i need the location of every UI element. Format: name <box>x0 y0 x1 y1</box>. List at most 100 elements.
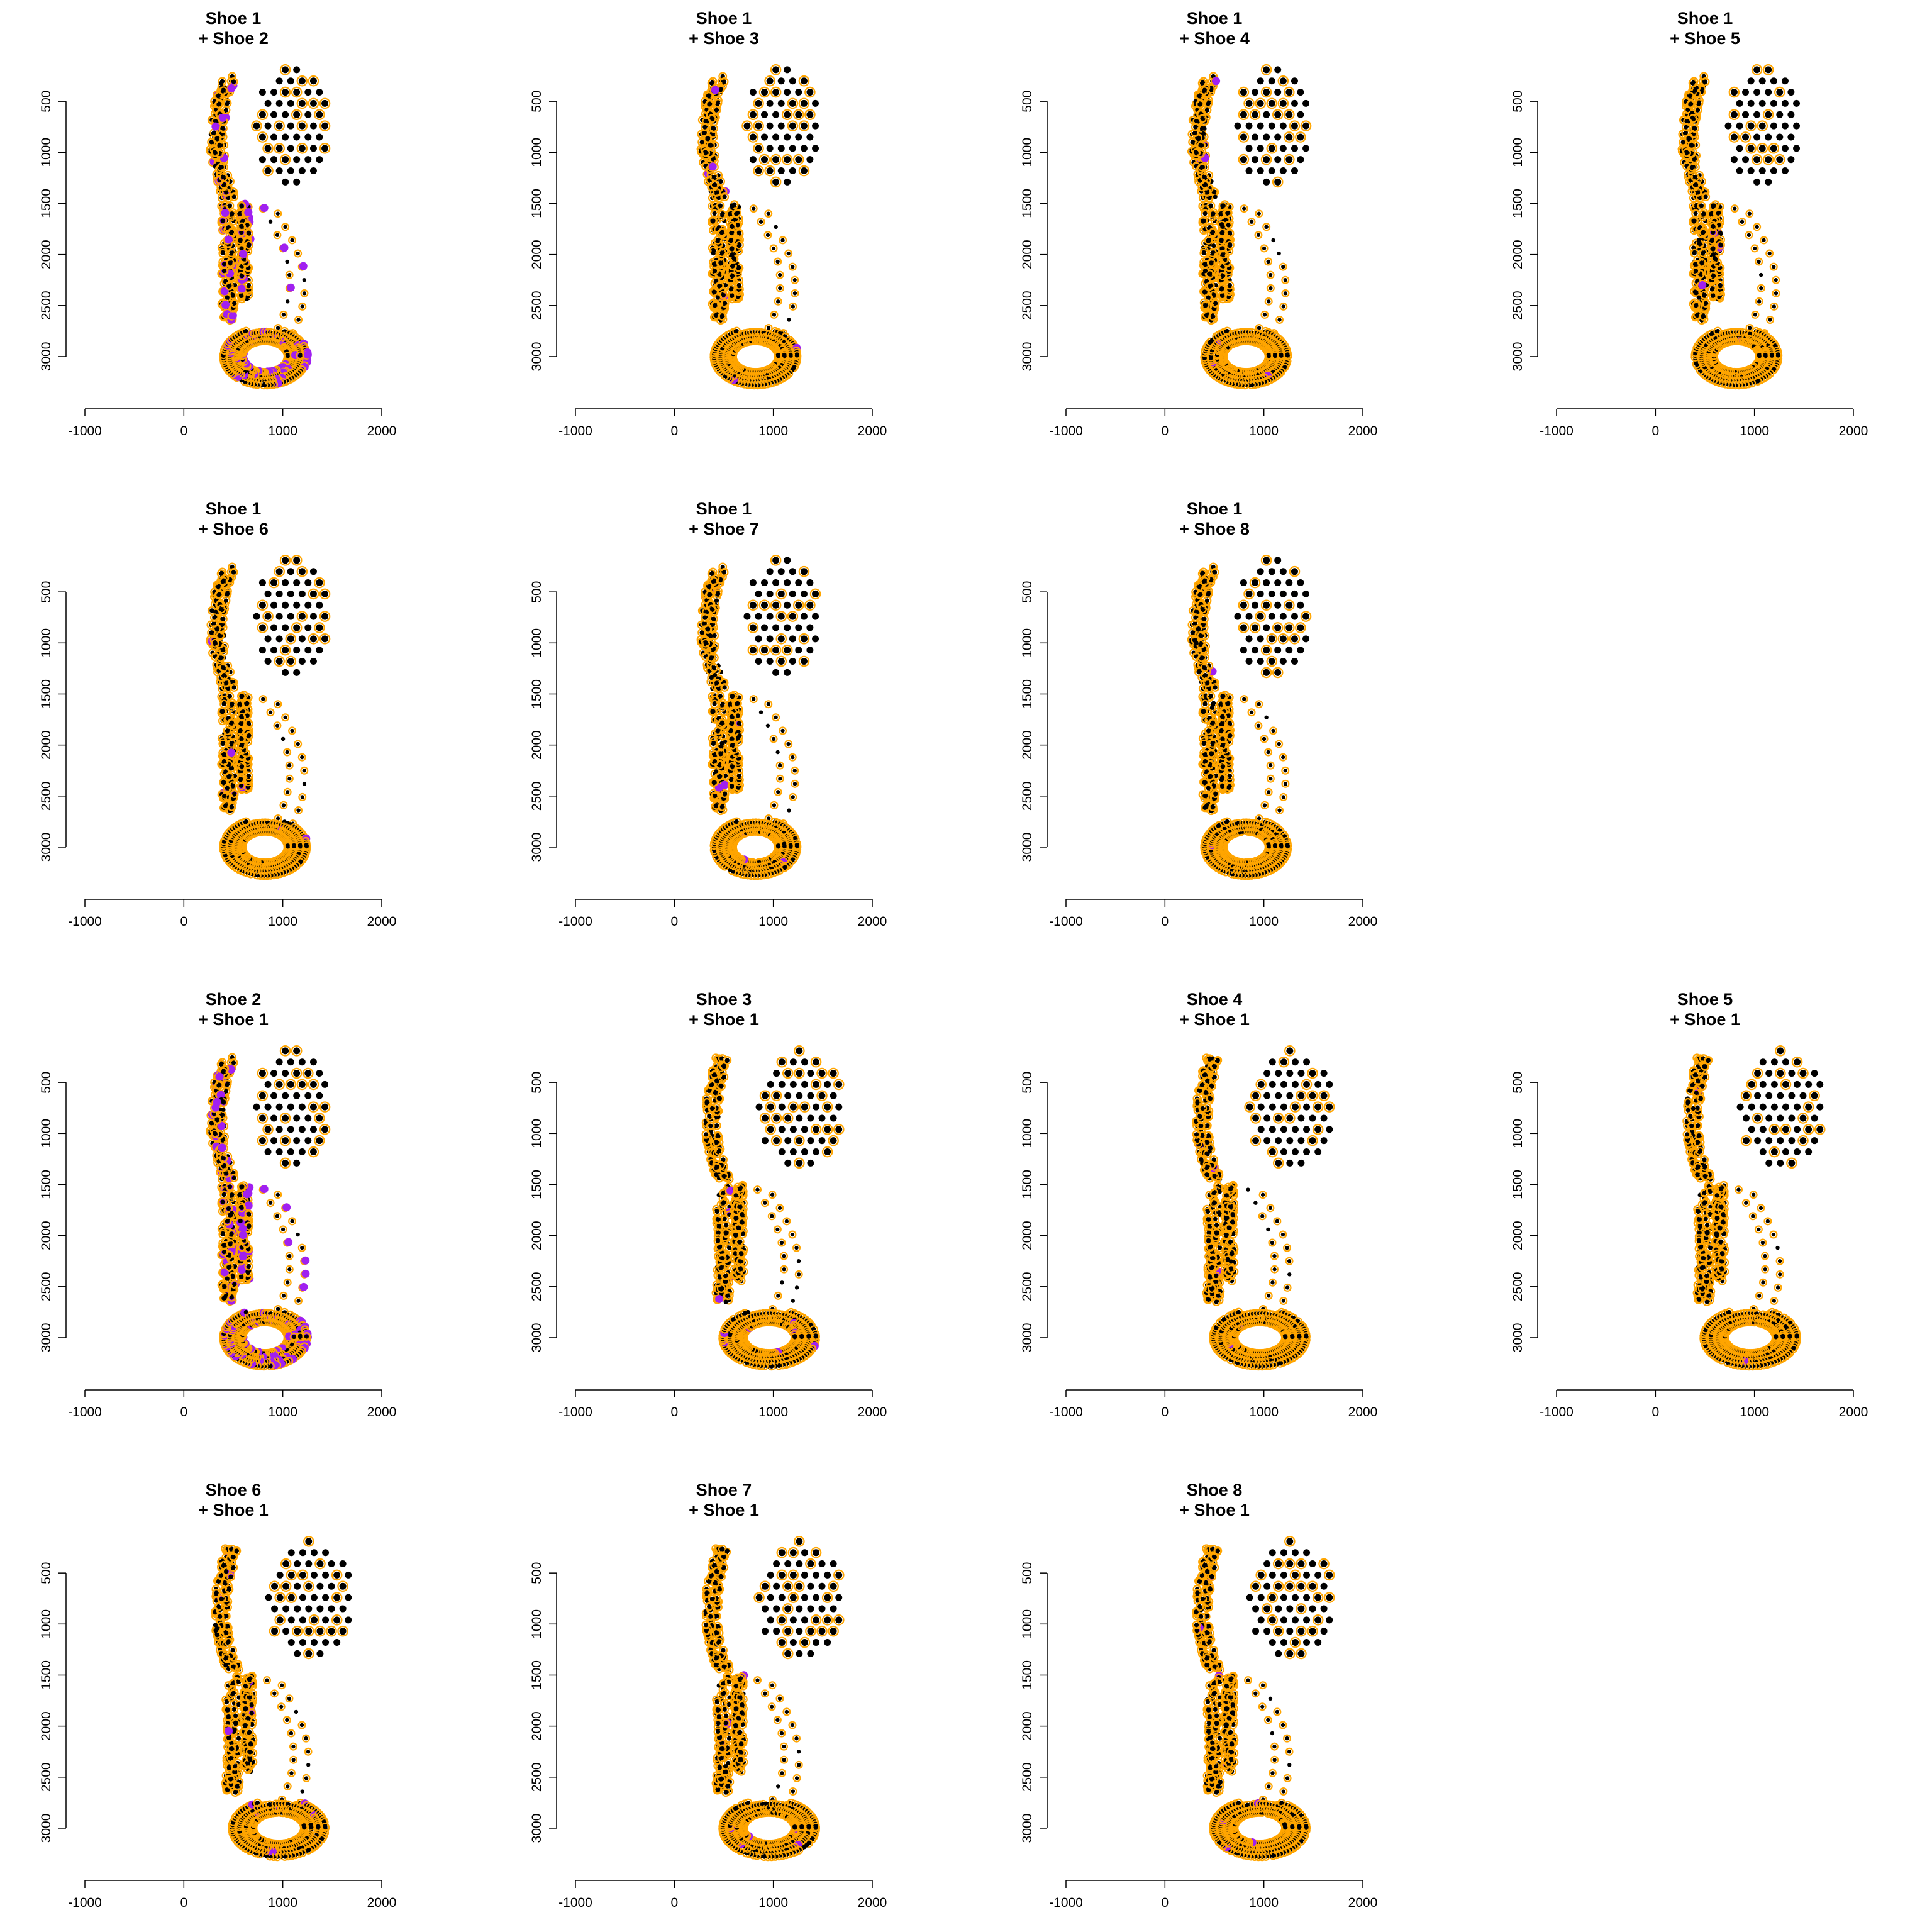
sole-point <box>282 111 289 118</box>
sole-point <box>1240 89 1247 96</box>
sole-point <box>1240 133 1247 140</box>
y-tick-label: 1500 <box>1020 189 1035 218</box>
sole-point <box>1285 133 1292 140</box>
sole-point <box>247 231 251 235</box>
sole-point <box>729 238 733 242</box>
sole-point <box>806 111 813 118</box>
sole-point <box>775 260 779 264</box>
sole-point <box>1748 123 1755 130</box>
highlight-point <box>1212 77 1220 85</box>
sole-point <box>1770 145 1777 152</box>
sole-point <box>704 150 708 155</box>
sole-point <box>286 299 289 303</box>
sole-point <box>1264 225 1268 229</box>
x-tick-label: 2000 <box>367 424 397 438</box>
y-tick-label: 1500 <box>1511 189 1525 218</box>
sole-point <box>1690 165 1695 169</box>
y-tick-label: 3000 <box>1020 342 1035 372</box>
sole-point <box>1765 66 1772 73</box>
sole-point <box>224 108 228 113</box>
panel-title-line1: Shoe 1 <box>696 9 752 28</box>
sole-point <box>1291 77 1298 84</box>
sole-point <box>1257 145 1264 152</box>
sole-point <box>737 243 741 247</box>
sole-point <box>801 77 808 84</box>
sole-point <box>1202 211 1207 216</box>
sole-point <box>287 145 294 152</box>
sole-point <box>1269 286 1272 290</box>
sole-point <box>699 140 704 144</box>
sole-point <box>1202 251 1206 255</box>
sole-point <box>1220 246 1224 250</box>
sole-point <box>1748 167 1755 174</box>
sole-point <box>1263 156 1270 163</box>
sole-point <box>1228 231 1232 235</box>
sole-point <box>1291 167 1298 174</box>
sole-point <box>1206 101 1211 105</box>
sole-point <box>287 167 294 174</box>
sole-point <box>1203 303 1208 308</box>
sole-point <box>265 145 272 152</box>
sole-point <box>812 145 819 152</box>
sole-point <box>212 130 216 135</box>
y-tick-label: 2000 <box>39 240 53 269</box>
sole-point <box>238 238 243 242</box>
sole-point <box>1748 145 1755 152</box>
sole-point <box>1742 133 1749 140</box>
sole-point <box>1697 296 1701 300</box>
sole-point <box>801 167 808 174</box>
highlight-point <box>211 123 219 131</box>
sole-point <box>767 212 770 216</box>
sole-point <box>232 301 236 305</box>
sole-point <box>1246 100 1253 107</box>
sole-point <box>1765 179 1772 186</box>
sole-point <box>1753 89 1760 96</box>
sole-point <box>270 89 277 96</box>
sole-point <box>1269 123 1275 130</box>
sole-point <box>231 79 236 84</box>
sole-point <box>1782 77 1789 84</box>
sole-point <box>216 102 221 106</box>
sole-point <box>795 133 802 140</box>
y-tick-label: 3000 <box>530 342 544 372</box>
sole-point <box>1731 111 1738 118</box>
sole-point <box>1770 123 1777 130</box>
sole-point <box>722 79 726 84</box>
sole-point <box>1202 289 1207 294</box>
x-tick-label: 0 <box>1652 424 1659 438</box>
sole-point <box>1742 156 1749 163</box>
sole-point <box>218 143 223 148</box>
sole-point <box>1736 145 1743 152</box>
sole-point <box>712 211 716 216</box>
sole-point <box>1274 89 1281 96</box>
sole-point <box>1753 156 1760 163</box>
sole-point <box>1211 314 1215 318</box>
sole-point <box>1221 204 1225 208</box>
sole-point <box>709 81 714 86</box>
y-tick-label: 2500 <box>39 291 53 320</box>
sole-point <box>732 257 736 261</box>
sole-point <box>784 66 791 73</box>
sole-point <box>1213 194 1218 199</box>
sole-point <box>299 123 306 130</box>
sole-point <box>1776 89 1783 96</box>
sole-point <box>221 89 226 93</box>
sole-point <box>285 260 289 264</box>
sole-point <box>1782 123 1789 130</box>
sole-point <box>716 238 720 242</box>
sole-point <box>1196 136 1201 141</box>
sole-point <box>240 274 244 278</box>
sole-point <box>1242 206 1246 210</box>
x-tick-label: 0 <box>180 424 187 438</box>
sole-point <box>772 247 775 250</box>
sole-point <box>806 133 813 140</box>
sole-point <box>1199 143 1204 148</box>
sole-point <box>216 94 221 98</box>
sole-point <box>269 219 272 223</box>
sole-point <box>299 145 306 152</box>
sole-point <box>1208 272 1212 276</box>
sole-point <box>209 140 213 144</box>
sole-point <box>776 353 780 358</box>
sole-point <box>812 100 819 107</box>
